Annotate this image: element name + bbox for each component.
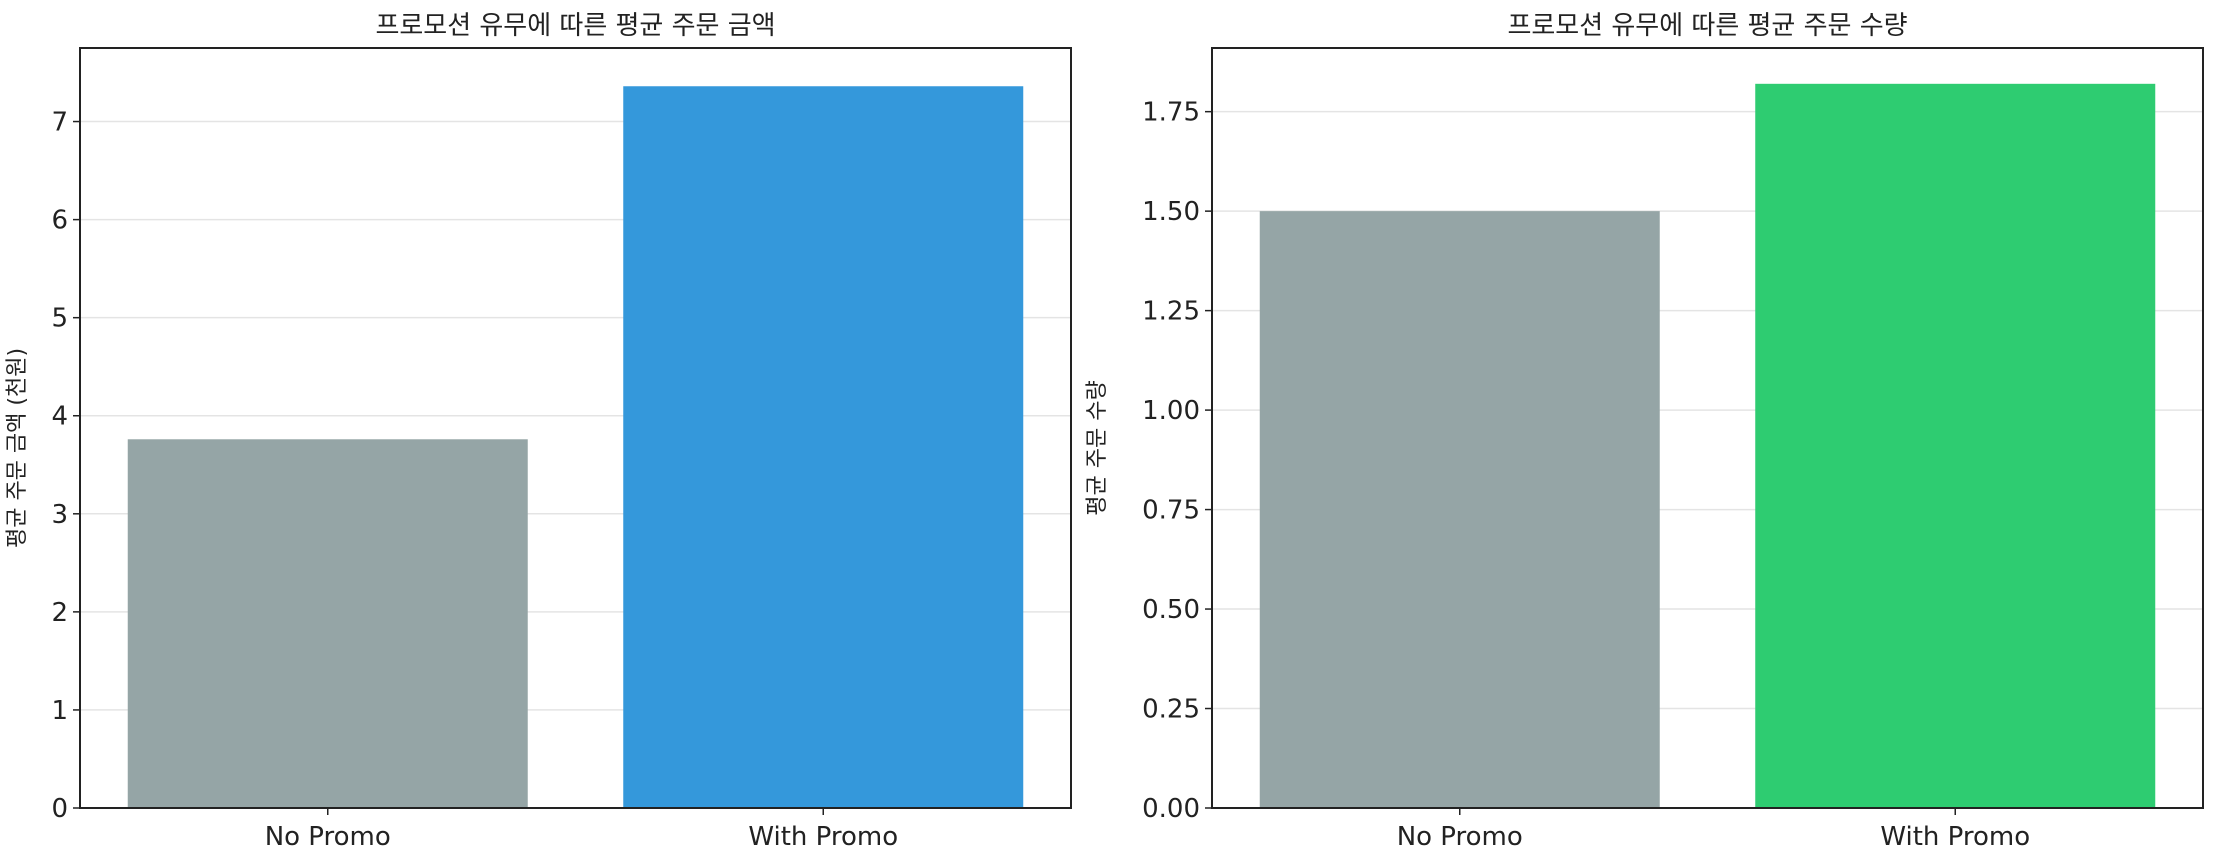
bar-no-promo xyxy=(1259,211,1660,808)
y-tick-label: 4 xyxy=(51,402,68,432)
y-tick-label: 1.00 xyxy=(1142,396,1200,426)
plot-frame xyxy=(79,47,1072,809)
y-tick-label: 1.50 xyxy=(1142,197,1200,227)
y-tick-label: 1 xyxy=(51,696,68,726)
bar-with-promo xyxy=(623,86,1024,808)
y-tick-label: 1.75 xyxy=(1142,98,1200,128)
y-tick-label: 1.25 xyxy=(1142,297,1200,327)
y-tick-label: 6 xyxy=(51,206,68,236)
chart-panel-2: 0.00 0.25 0.50 0.75 1.00 1.25 1.50 1.75 No Promo… xyxy=(1085,11,2204,852)
y-tick-label: 0.50 xyxy=(1142,595,1200,625)
x-tick-label: No Promo xyxy=(265,822,391,852)
chart-title: 프로모션 유무에 따른 평균 주문 금액 xyxy=(375,11,775,41)
plot-frame xyxy=(1211,47,2204,809)
y-axis-label: 평균 주문 금액 (천원) xyxy=(5,348,30,548)
y-tick-label: 3 xyxy=(51,500,68,530)
bar-with-promo xyxy=(1755,83,2156,808)
y-tick-label: 0.75 xyxy=(1142,496,1200,526)
bar-no-promo xyxy=(127,439,528,808)
x-tick-label: With Promo xyxy=(748,822,898,852)
y-tick-label: 0.00 xyxy=(1142,794,1200,824)
x-tick-label: With Promo xyxy=(1880,822,2030,852)
y-tick-label: 5 xyxy=(51,304,68,334)
y-tick-label: 0 xyxy=(51,794,68,824)
y-axis-label: 평균 주문 수량 xyxy=(1085,380,1110,515)
y-tick-label: 7 xyxy=(51,108,68,138)
chart-panel-1: 0 1 2 3 4 5 6 7 No Promo With Promo 프로모션 유무에 따른 평균… xyxy=(5,11,1072,852)
y-tick-label: 2 xyxy=(51,598,68,628)
chart-title: 프로모션 유무에 따른 평균 주문 수량 xyxy=(1507,11,1907,41)
y-tick-label: 0.25 xyxy=(1142,695,1200,725)
x-tick-label: No Promo xyxy=(1397,822,1523,852)
